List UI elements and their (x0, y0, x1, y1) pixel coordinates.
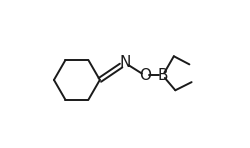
Text: N: N (119, 55, 131, 70)
Text: O: O (139, 68, 151, 83)
Text: B: B (158, 68, 168, 83)
